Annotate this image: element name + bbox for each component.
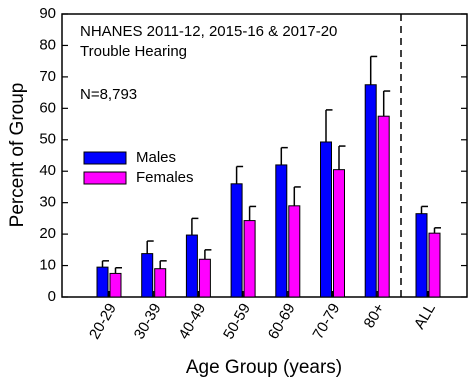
y-tick-label: 70 — [39, 68, 56, 85]
x-axis-label: Age Group (years) — [186, 357, 342, 378]
bar — [364, 84, 377, 298]
annotation: N=8,793 — [80, 86, 137, 103]
bar — [320, 141, 332, 298]
bar — [288, 205, 301, 298]
bar — [96, 266, 109, 298]
annotation: Trouble Hearing — [80, 43, 187, 60]
legend-swatch — [83, 151, 127, 165]
y-tick-label: 40 — [39, 162, 56, 179]
y-tick-label: 20 — [39, 225, 56, 242]
bar — [333, 169, 345, 298]
x-tick-label: 60-69 — [265, 300, 299, 342]
bar — [198, 258, 211, 298]
legend-label: Males — [136, 149, 176, 166]
bar — [154, 268, 167, 298]
legend-swatch — [83, 171, 127, 185]
bar — [243, 220, 256, 298]
legend-label: Females — [136, 169, 194, 186]
x-tick-label: 30-39 — [131, 300, 165, 342]
y-tick-label: 60 — [39, 99, 56, 116]
y-tick-label: 80 — [39, 36, 56, 53]
bar — [230, 183, 243, 298]
bar — [109, 272, 122, 298]
plot-frame — [61, 13, 468, 298]
y-tick-label: 90 — [39, 5, 56, 22]
x-tick-label: 40-49 — [175, 300, 209, 342]
y-tick-label: 50 — [39, 131, 56, 148]
bar — [428, 232, 441, 298]
bar — [275, 164, 288, 298]
annotation: NHANES 2011-12, 2015-16 & 2017-20 — [80, 23, 337, 40]
bar — [141, 253, 154, 298]
y-tick-label: 10 — [39, 257, 56, 274]
y-tick-label: 30 — [39, 194, 56, 211]
x-tick-label: 20-29 — [86, 300, 120, 342]
x-tick-label: ALL — [411, 300, 439, 332]
y-axis-label: Percent of Group — [7, 83, 28, 228]
bar — [377, 115, 390, 298]
y-tick-label: 0 — [48, 288, 56, 305]
x-tick-label: 80+ — [361, 300, 389, 331]
bar — [415, 213, 428, 298]
x-tick-label: 50-59 — [220, 300, 254, 342]
x-tick-label: 70-79 — [309, 300, 343, 342]
bar — [185, 234, 198, 298]
